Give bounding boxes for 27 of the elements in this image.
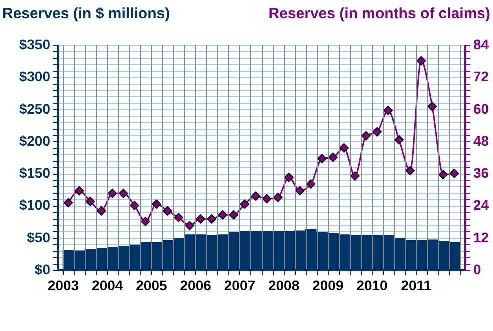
x-tick-label: 2007 (224, 278, 256, 294)
y-tick-label: $300 (19, 68, 51, 85)
y2-tick-label: 0 (474, 262, 482, 278)
y2-tick-label: 60 (474, 100, 490, 117)
x-tick-label: 2005 (136, 278, 168, 294)
y2-axis-title: Reserves (in months of claims) (268, 6, 491, 22)
y2-tick-label: 12 (474, 229, 490, 246)
y2-tick-label: 84 (474, 36, 490, 52)
y2-tick-label: 72 (474, 68, 490, 85)
x-tick-label: 2006 (180, 278, 212, 294)
y-axis-title: Reserves (in $ millions) (2, 6, 170, 22)
x-tick-label: 2010 (356, 278, 388, 294)
y-tick-label: $150 (19, 165, 51, 182)
y2-tick-label: 24 (474, 197, 490, 214)
y-tick-label: $0 (34, 262, 51, 278)
y-tick-label: $50 (27, 229, 51, 246)
y-tick-label: $250 (19, 100, 51, 117)
x-tick-label: 2003 (48, 278, 80, 294)
y2-tick-label: 48 (474, 132, 490, 149)
y2-tick-label: 36 (474, 165, 490, 182)
x-tick-label: 2008 (268, 278, 300, 294)
y-tick-label: $100 (19, 197, 51, 214)
x-tick-label: 2009 (312, 278, 344, 294)
x-tick-label: 2004 (92, 278, 124, 294)
x-tick-label: 2011 (401, 278, 432, 294)
y-tick-label: $200 (19, 132, 51, 149)
y-tick-label: $350 (19, 36, 51, 52)
